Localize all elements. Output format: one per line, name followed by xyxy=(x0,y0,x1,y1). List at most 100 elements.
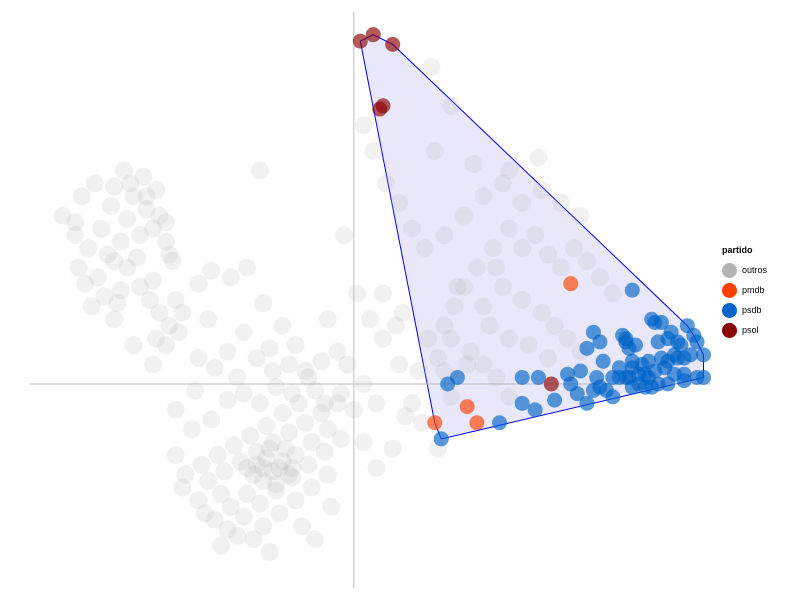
point-outros-3 xyxy=(111,232,130,251)
legend-title: partido xyxy=(722,245,753,255)
point-outros-146 xyxy=(539,245,558,264)
point-outros-151 xyxy=(603,284,622,303)
point-outros-89 xyxy=(234,507,253,526)
point-outros-16 xyxy=(72,187,91,206)
point-outros-169 xyxy=(529,148,548,167)
point-outros-32 xyxy=(134,167,153,186)
point-outros-71 xyxy=(231,452,250,471)
point-outros-198 xyxy=(367,394,386,413)
point-outros-145 xyxy=(526,226,545,245)
point-outros-103 xyxy=(228,526,247,545)
point-outros-200 xyxy=(386,316,405,335)
point-outros-118 xyxy=(247,455,266,474)
point-outros-25 xyxy=(140,290,159,309)
point-psdb-63 xyxy=(657,360,673,376)
point-outros-130 xyxy=(338,355,357,374)
point-outros-14 xyxy=(66,226,85,245)
point-outros-19 xyxy=(118,258,137,277)
point-outros-76 xyxy=(312,404,331,423)
point-outros-119 xyxy=(257,449,276,468)
legend-label-psdb: psdb xyxy=(742,305,762,315)
legend-label-psol: psol xyxy=(742,325,759,335)
legend-label-pmdb: pmdb xyxy=(742,285,765,295)
point-outros-178 xyxy=(480,316,499,335)
point-outros-141 xyxy=(467,258,486,277)
point-psdb-67 xyxy=(653,314,669,330)
point-outros-44 xyxy=(202,261,221,280)
point-outros-94 xyxy=(315,442,334,461)
point-outros-10 xyxy=(157,232,175,251)
point-psdb-3 xyxy=(449,369,465,385)
point-outros-101 xyxy=(244,530,263,549)
point-outros-221 xyxy=(293,517,311,536)
point-outros-30 xyxy=(173,303,192,322)
point-outros-75 xyxy=(296,413,315,432)
point-outros-18 xyxy=(98,245,117,264)
point-outros-68 xyxy=(176,465,195,484)
point-psdb-13 xyxy=(579,340,595,356)
point-outros-24 xyxy=(127,248,146,267)
legend-swatch-outros xyxy=(722,262,737,278)
point-outros-179 xyxy=(461,342,480,361)
point-outros-87 xyxy=(173,478,192,497)
point-psdb-5 xyxy=(530,369,546,385)
legend: partido outros pmdb psdb psol xyxy=(722,245,792,340)
point-pmdb-3 xyxy=(469,415,485,431)
point-outros-177 xyxy=(500,329,519,348)
point-outros-112 xyxy=(250,394,269,413)
point-psdb-70 xyxy=(621,369,637,385)
point-psdb-41 xyxy=(696,369,712,385)
point-outros-159 xyxy=(435,226,454,245)
point-outros-201 xyxy=(474,297,493,316)
point-outros-173 xyxy=(545,316,564,335)
point-psdb-55 xyxy=(572,363,588,379)
point-outros-57 xyxy=(296,362,315,381)
point-outros-2 xyxy=(101,197,120,216)
point-outros-15 xyxy=(53,206,72,225)
point-outros-72 xyxy=(247,442,266,461)
point-outros-34 xyxy=(114,161,133,180)
point-outros-31 xyxy=(121,174,140,193)
point-outros-142 xyxy=(484,239,503,258)
point-outros-148 xyxy=(565,239,583,258)
point-outros-56 xyxy=(280,355,299,374)
point-outros-194 xyxy=(412,413,431,432)
point-outros-85 xyxy=(205,510,224,529)
point-outros-7 xyxy=(137,200,156,219)
point-outros-88 xyxy=(218,520,237,539)
point-outros-161 xyxy=(403,219,422,238)
point-outros-80 xyxy=(286,446,305,465)
point-psdb-0 xyxy=(624,282,640,298)
point-outros-171 xyxy=(513,290,532,309)
point-outros-8 xyxy=(144,219,163,238)
point-outros-51 xyxy=(218,342,237,361)
point-outros-100 xyxy=(318,465,337,484)
point-psdb-54 xyxy=(585,382,601,398)
point-outros-181 xyxy=(429,349,447,368)
point-outros-92 xyxy=(283,468,302,487)
point-outros-21 xyxy=(111,281,130,300)
point-outros-204 xyxy=(157,336,175,355)
point-outros-43 xyxy=(189,274,208,293)
legend-item-pmdb: pmdb xyxy=(722,280,792,300)
point-outros-83 xyxy=(237,484,256,503)
point-psol-5 xyxy=(543,376,559,392)
point-outros-199 xyxy=(354,374,373,393)
point-psdb-4 xyxy=(514,369,530,385)
point-outros-37 xyxy=(163,252,182,271)
point-outros-218 xyxy=(212,484,231,503)
point-outros-139 xyxy=(445,297,464,316)
point-outros-104 xyxy=(212,536,231,555)
point-outros-111 xyxy=(234,384,253,403)
point-outros-153 xyxy=(552,193,571,212)
point-outros-29 xyxy=(166,290,185,309)
point-outros-193 xyxy=(393,303,412,322)
point-outros-165 xyxy=(354,116,373,135)
point-outros-197 xyxy=(435,362,454,381)
point-psdb-8 xyxy=(527,402,543,418)
point-outros-11 xyxy=(105,252,124,271)
point-psol-2 xyxy=(385,36,401,52)
point-outros-107 xyxy=(166,400,185,419)
point-outros-65 xyxy=(225,436,243,455)
